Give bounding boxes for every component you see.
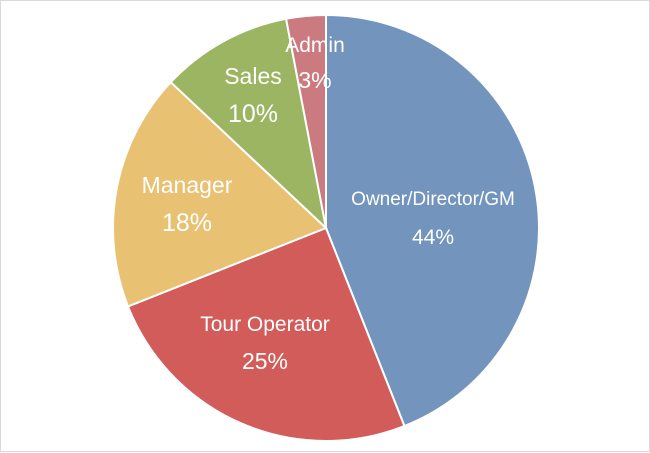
slice-label-owner-director-gm: Owner/Director/GM	[351, 189, 515, 210]
pie-slice-manager	[112, 80, 328, 308]
pie-slice-tour-operator	[126, 226, 406, 442]
slice-value-admin: 3%	[298, 67, 331, 93]
slice-label-manager: Manager	[142, 172, 233, 198]
slice-value-tour-operator: 25%	[242, 348, 288, 374]
slice-value-sales: 10%	[228, 100, 278, 128]
pie-slice-owner-director-gm	[325, 13, 540, 428]
slice-label-sales: Sales	[224, 63, 282, 89]
slice-value-manager: 18%	[162, 209, 212, 237]
slice-label-tour-operator: Tour Operator	[200, 313, 330, 336]
slice-label-admin: Admin	[285, 34, 345, 57]
pie-slice-admin	[284, 13, 327, 229]
pie-labels: Owner/Director/GM 44% Tour Operator 25% Mana…	[142, 34, 515, 374]
pie-slices	[112, 13, 540, 442]
slice-value-owner-director-gm: 44%	[412, 226, 454, 249]
pie-slice-sales	[169, 17, 328, 231]
